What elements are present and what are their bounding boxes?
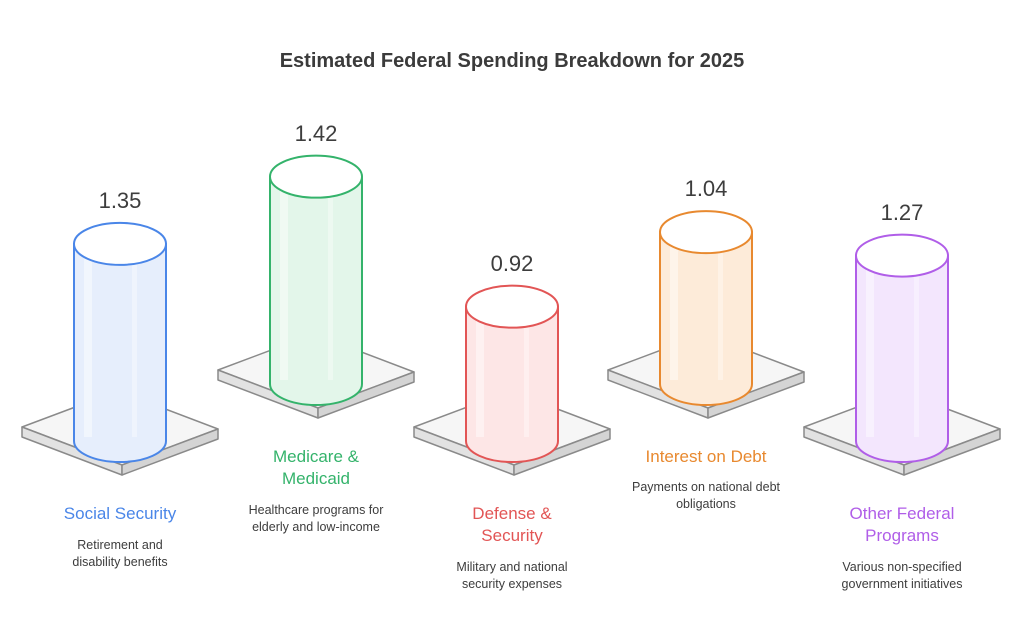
data-label-other-federal-programs: 1.27 bbox=[880, 199, 924, 225]
category-label-defense-and-security: Defense & Security bbox=[472, 504, 552, 545]
chart-title: Estimated Federal Spending Breakdown for… bbox=[279, 50, 745, 72]
category-label-interest-on-debt: Interest on Debt bbox=[645, 447, 767, 466]
category-description-interest-on-debt: Payments on national debt obligations bbox=[631, 480, 781, 511]
bar-social-security bbox=[73, 221, 167, 463]
data-label-social-security: 1.35 bbox=[98, 187, 142, 213]
data-label-interest-on-debt: 1.04 bbox=[684, 176, 728, 202]
category-label-other-federal-programs: Other Federal Programs bbox=[849, 504, 955, 545]
data-label-medicare-and-medicaid: 1.42 bbox=[294, 120, 338, 146]
category-description-other-federal-programs: Various non-specified government initiat… bbox=[841, 560, 963, 591]
category-label-medicare-and-medicaid: Medicare & Medicaid bbox=[273, 447, 359, 488]
data-label-defense-and-security: 0.92 bbox=[490, 250, 534, 276]
bar-other-federal-programs bbox=[855, 233, 949, 463]
category-description-medicare-and-medicaid: Healthcare programs for elderly and low-… bbox=[248, 503, 384, 534]
category-description-defense-and-security: Military and national security expenses bbox=[456, 560, 568, 591]
bar-medicare-and-medicaid bbox=[269, 154, 363, 406]
category-label-social-security: Social Security bbox=[63, 504, 177, 523]
bar-interest-on-debt bbox=[659, 210, 753, 406]
bar-defense-and-security bbox=[465, 284, 559, 463]
category-description-social-security: Retirement and disability benefits bbox=[72, 538, 168, 569]
